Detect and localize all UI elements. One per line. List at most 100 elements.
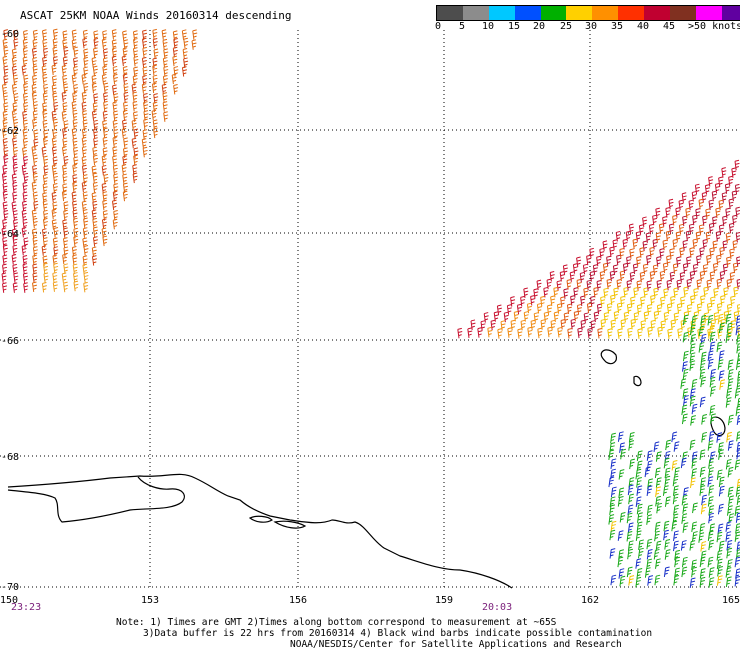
wind-barb — [11, 201, 17, 212]
wind-barb — [71, 74, 77, 85]
wind-barb — [181, 66, 188, 77]
wind-barb — [716, 278, 722, 290]
wind-barb — [682, 388, 689, 399]
wind-barb — [573, 287, 579, 298]
wind-barb — [112, 84, 118, 95]
wind-barb — [71, 29, 77, 41]
wind-barb — [680, 457, 687, 469]
wind-barb — [735, 315, 740, 326]
wind-barb — [732, 214, 738, 226]
wind-barb — [579, 271, 585, 283]
wind-barb — [71, 127, 77, 139]
wind-barb — [666, 279, 672, 291]
wind-barb — [21, 200, 28, 212]
wind-barb — [679, 247, 685, 258]
wind-barb — [43, 83, 49, 95]
wind-barb — [652, 264, 658, 276]
wind-barb — [22, 128, 28, 139]
wind-barb — [41, 228, 48, 239]
wind-barb — [133, 128, 139, 140]
wind-barb — [726, 278, 732, 290]
wind-barb — [93, 30, 99, 41]
wind-barb — [726, 547, 733, 559]
wind-barb — [706, 254, 712, 266]
wind-barb — [496, 304, 502, 316]
wind-barb — [81, 181, 87, 193]
wind-barb — [113, 129, 119, 140]
wind-barb — [12, 128, 18, 140]
wind-barb — [122, 65, 128, 77]
wind-barb — [630, 318, 636, 330]
wind-barb — [2, 190, 8, 202]
wind-barb — [183, 37, 189, 49]
wind-barb — [102, 48, 108, 59]
wind-barb — [693, 311, 699, 322]
wind-barb — [113, 183, 119, 194]
wind-barb — [82, 37, 88, 49]
wind-barb — [708, 485, 715, 496]
wind-barb — [112, 119, 118, 131]
wind-barb — [61, 110, 67, 122]
wind-barb — [3, 154, 9, 166]
wind-barb — [543, 311, 549, 323]
wind-barb — [546, 278, 552, 290]
wind-barb — [673, 530, 679, 541]
wind-barb — [32, 263, 38, 275]
wind-barb — [593, 311, 599, 323]
wind-barb — [602, 240, 608, 251]
wind-barb — [646, 558, 653, 570]
wind-barb — [682, 331, 689, 343]
wind-barb — [695, 231, 701, 242]
wind-barb — [121, 55, 127, 67]
scale-swatch-9 — [670, 6, 696, 20]
wind-barb — [101, 155, 107, 166]
wind-barb — [11, 109, 17, 121]
wind-barb — [83, 82, 89, 94]
wind-barb — [51, 208, 57, 220]
wind-barb — [22, 110, 28, 122]
wind-barb — [737, 397, 740, 408]
wind-barb — [646, 485, 653, 496]
wind-barb — [12, 191, 18, 203]
wind-barb — [42, 192, 48, 203]
wind-barb — [664, 549, 671, 560]
wind-barb — [700, 295, 706, 306]
wind-barb — [81, 156, 87, 167]
wind-barb — [681, 494, 688, 506]
wind-barb — [725, 521, 732, 532]
wind-barb — [42, 237, 48, 248]
wind-barb — [13, 118, 19, 130]
wind-barb — [153, 48, 159, 60]
wind-barb — [709, 523, 716, 534]
wind-barb — [695, 208, 701, 219]
wind-barb — [663, 457, 670, 469]
wind-barb — [646, 504, 653, 516]
wind-barb — [736, 478, 740, 489]
wind-barb — [616, 302, 622, 314]
wind-barb — [665, 207, 671, 218]
wind-barb — [707, 530, 714, 542]
wind-barb — [629, 248, 635, 259]
wind-barb — [654, 574, 661, 586]
wind-barb — [569, 271, 575, 282]
wind-barb — [718, 176, 724, 188]
wind-barb — [714, 182, 720, 194]
wind-barb — [656, 304, 662, 315]
wind-barb — [733, 311, 739, 322]
wind-barb — [122, 173, 128, 185]
wind-barb — [537, 327, 543, 339]
wind-barb — [663, 566, 670, 578]
wind-barb — [13, 218, 19, 230]
wind-barb — [589, 247, 595, 259]
wind-barb — [610, 520, 617, 532]
wind-barb — [42, 92, 48, 103]
wind-barb — [699, 247, 705, 258]
wind-barb — [151, 82, 157, 94]
wind-barb — [559, 271, 565, 282]
wind-barb — [724, 183, 730, 194]
wind-barb — [21, 164, 27, 175]
wind-barb — [705, 208, 711, 219]
wind-barb — [727, 440, 734, 451]
wind-barb — [593, 287, 599, 298]
wind-barb — [83, 56, 89, 68]
